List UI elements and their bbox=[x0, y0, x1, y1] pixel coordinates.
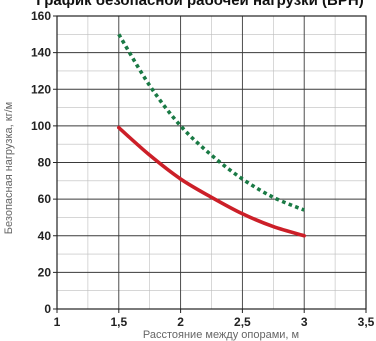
y-tick-label: 100 bbox=[31, 119, 51, 133]
axes bbox=[53, 15, 367, 313]
x-tick-label: 3,5 bbox=[358, 315, 375, 329]
y-axis-label: Безопасная нагрузка, кг/м bbox=[3, 102, 15, 234]
y-tick-label: 60 bbox=[38, 192, 52, 206]
tick-labels: 0 20 40 60 80 100 120 140 160 1 1,5 2 2,5 3 3,5 bbox=[31, 9, 375, 329]
x-tick-label: 1,5 bbox=[110, 315, 127, 329]
grid bbox=[56, 15, 367, 310]
y-tick-label: 140 bbox=[31, 46, 51, 60]
series-layer bbox=[117, 33, 306, 238]
x-tick-label: 2 bbox=[177, 315, 184, 329]
x-tick-label: 3 bbox=[301, 315, 308, 329]
y-tick-label: 80 bbox=[38, 156, 52, 170]
y-tick-label: 160 bbox=[31, 9, 51, 23]
y-tick-label: 0 bbox=[44, 302, 51, 316]
x-tick-label: 2,5 bbox=[234, 315, 251, 329]
plot-frame bbox=[56, 15, 367, 310]
y-tick-label: 120 bbox=[31, 82, 51, 96]
x-tick-label: 1 bbox=[54, 315, 61, 329]
y-tick-label: 20 bbox=[38, 265, 52, 279]
y-tick-label: 40 bbox=[38, 229, 52, 243]
x-axis-label: Расстояние между опорами, м bbox=[143, 329, 299, 341]
chart-title: График безопасной рабочей нагрузки (ВРН) bbox=[36, 0, 363, 9]
series-line-2 bbox=[117, 125, 306, 238]
